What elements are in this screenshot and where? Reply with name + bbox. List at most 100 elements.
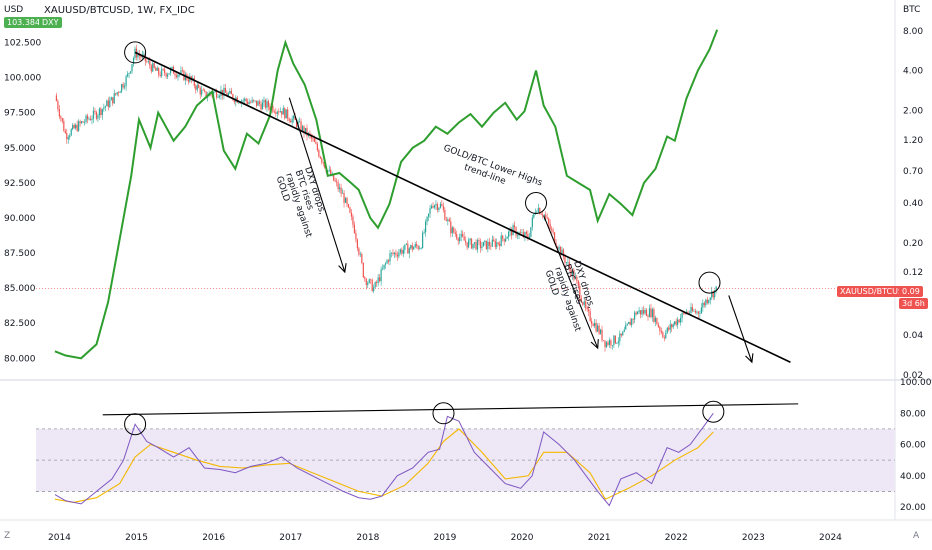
candle-body — [625, 325, 627, 330]
candle-body — [66, 133, 68, 140]
rsi-axis-tick-label: 80.00 — [900, 409, 926, 419]
candle-body — [537, 208, 539, 212]
candle-body — [383, 264, 385, 269]
candle-body — [439, 204, 442, 208]
timezone-icon[interactable]: Z — [4, 531, 11, 541]
candle-body — [72, 125, 74, 130]
candle-body — [338, 187, 341, 190]
candle-body — [73, 125, 75, 129]
candle-body — [499, 243, 501, 247]
candle-body — [558, 246, 560, 250]
candle-body — [407, 243, 409, 254]
drop1-arrow-head — [338, 263, 347, 274]
candle-body — [656, 317, 658, 325]
right-axis-tick-label: 0.40 — [903, 199, 923, 209]
candle-body — [674, 321, 676, 325]
candle-body — [445, 219, 447, 221]
candle-body — [548, 218, 550, 224]
candle-body — [576, 276, 578, 281]
candle-body — [171, 66, 173, 69]
candle-body — [540, 214, 542, 215]
candle-body — [617, 341, 619, 344]
time-axis-tick-label: 2017 — [279, 533, 302, 543]
candle-body — [413, 247, 415, 250]
candle-body — [503, 238, 505, 242]
candle-body — [303, 126, 305, 134]
candle-body — [373, 287, 375, 292]
candle-body — [322, 162, 324, 164]
candle-body — [177, 74, 179, 78]
candle-body — [605, 342, 608, 348]
candle-body — [266, 101, 268, 108]
candle-body — [447, 219, 449, 221]
candle-body — [376, 282, 378, 284]
candle-body — [336, 181, 338, 183]
candle-body — [313, 138, 315, 142]
right-axis-tick-label: 8.00 — [903, 27, 923, 37]
candle-body — [487, 241, 489, 250]
candle-body — [429, 208, 431, 214]
candle-body — [688, 313, 691, 314]
candle-body — [122, 84, 124, 88]
candle-body — [355, 233, 357, 240]
candle-body — [510, 229, 513, 236]
candle-body — [199, 87, 201, 95]
candle-body — [396, 254, 399, 257]
candle-body — [441, 204, 443, 207]
axis-layer: 80.000 82.500 85.000 87.500 90.000 92.500 95.0… — [4, 27, 932, 543]
candle-body — [257, 101, 259, 106]
candle-body — [479, 241, 482, 249]
candle-body — [86, 115, 89, 120]
candle-body — [110, 97, 112, 101]
candle-body — [561, 249, 563, 256]
candle-body — [411, 245, 413, 250]
candle-body — [671, 324, 673, 328]
dxy-overlay-badge[interactable]: DXY — [39, 17, 62, 28]
candle-body — [476, 240, 479, 250]
candle-body — [269, 106, 271, 110]
candle-body — [193, 77, 195, 86]
candle-body — [134, 48, 136, 59]
candle-body — [126, 73, 129, 77]
candle-body — [67, 137, 69, 140]
price-countdown: 3d 6h — [899, 298, 928, 309]
candle-body — [295, 120, 298, 127]
candle-body — [276, 111, 278, 114]
candle-body — [420, 247, 422, 249]
candle-body — [620, 333, 622, 336]
trendline-layer[interactable] — [102, 51, 799, 416]
candle-body — [229, 90, 231, 94]
candle-body — [309, 132, 311, 136]
candle-body — [282, 108, 284, 115]
candle-body — [132, 58, 135, 65]
candle-body — [358, 248, 360, 255]
candle-body — [657, 324, 659, 327]
candle-body — [254, 100, 256, 102]
candle-body — [315, 141, 317, 144]
candle-body — [263, 100, 265, 103]
candle-body — [202, 89, 204, 91]
candle-body — [350, 212, 353, 217]
candle-body — [337, 182, 339, 190]
candle-body — [64, 131, 66, 134]
candle-body — [153, 63, 155, 68]
candle-body — [174, 73, 176, 76]
candle-body — [613, 335, 615, 346]
auto-scale-icon[interactable]: A — [913, 531, 920, 541]
candle-body — [684, 313, 686, 314]
candle-body — [639, 310, 642, 315]
candle-body — [552, 229, 554, 233]
candle-body — [374, 282, 376, 288]
candle-body — [91, 118, 93, 121]
candle-body — [128, 72, 130, 74]
symbol-title[interactable]: XAUUSD/BTCUSD, 1W, FX_IDC — [44, 5, 195, 16]
candle-body — [119, 91, 121, 93]
candle-body — [641, 310, 643, 315]
time-axis-tick-label: 2019 — [434, 533, 457, 543]
candle-body — [287, 109, 289, 119]
candle-body — [230, 90, 232, 95]
candle-body — [278, 111, 280, 113]
candle-body — [631, 318, 633, 326]
arrow-layer — [288, 97, 754, 364]
